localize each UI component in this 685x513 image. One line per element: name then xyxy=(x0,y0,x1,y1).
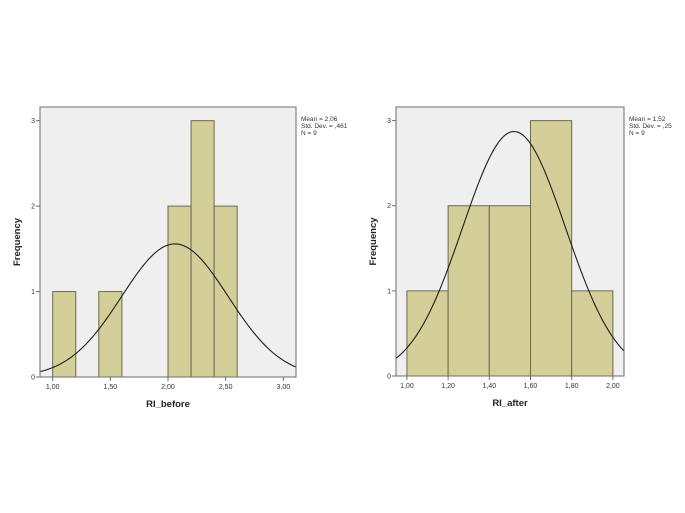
y-axis-ticks: 0 1 2 3 xyxy=(387,118,396,381)
x-tick-label: 1,00 xyxy=(46,384,60,391)
histogram-bar xyxy=(167,205,192,378)
histogram-bars xyxy=(52,120,238,378)
y-tick-label: 3 xyxy=(31,118,35,125)
plot-border xyxy=(395,106,625,377)
histogram-bar xyxy=(190,120,215,378)
stats-std-dev: Std. Dev. = ,25 xyxy=(629,123,672,130)
stats-n: N = 9 xyxy=(629,130,645,137)
x-tick-label: 3,00 xyxy=(277,384,291,391)
x-tick-label: 1,00 xyxy=(400,383,414,390)
y-tick-label: 1 xyxy=(387,288,391,295)
x-tick-label: 1,20 xyxy=(441,383,455,390)
x-tick-label: 2,00 xyxy=(606,383,620,390)
stats-box: Mean = 1,52 Std. Dev. = ,25 N = 9 xyxy=(629,116,672,137)
y-tick-label: 2 xyxy=(31,204,35,211)
y-axis-ticks: 0 1 2 3 xyxy=(31,118,40,382)
histogram-bar xyxy=(447,205,490,377)
y-tick-label: 2 xyxy=(387,203,391,210)
histogram-bar xyxy=(98,291,123,378)
x-tick-label: 1,40 xyxy=(482,383,496,390)
x-axis-title: RI_after xyxy=(492,398,528,409)
histogram-bar xyxy=(52,291,77,378)
stats-std-dev: Std. Dev. = ,461 xyxy=(301,123,348,130)
y-tick-label: 3 xyxy=(387,118,391,125)
y-tick-label: 0 xyxy=(387,374,391,381)
histogram-bar xyxy=(488,205,531,377)
y-axis-title: Frequency xyxy=(368,217,379,266)
y-tick-label: 1 xyxy=(31,289,35,296)
stats-n: N = 9 xyxy=(301,130,317,137)
x-tick-label: 1,80 xyxy=(565,383,579,390)
histogram-bar xyxy=(213,205,238,378)
x-tick-label: 2,50 xyxy=(219,384,233,391)
histogram-bar xyxy=(571,290,614,377)
x-tick-label: 1,60 xyxy=(524,383,538,390)
histogram-bar xyxy=(529,120,573,377)
normal-curve xyxy=(395,130,625,359)
x-tick-label: 1,50 xyxy=(104,384,118,391)
x-tick-label: 2,00 xyxy=(161,384,175,391)
histogram-ri-before: 0 1 2 3 1,00 1,50 2,00 2,50 3,00 RI_before Freq… xyxy=(12,106,348,410)
stats-mean: Mean = 1,52 xyxy=(629,116,666,123)
x-axis-ticks: 1,00 1,20 1,40 1,60 1,80 2,00 xyxy=(400,376,620,390)
y-tick-label: 0 xyxy=(31,375,35,382)
stats-mean: Mean = 2,06 xyxy=(301,116,338,123)
y-axis-title: Frequency xyxy=(12,217,23,266)
histogram-ri-after: 0 1 2 3 1,00 1,20 1,40 1,60 1,80 2,00 RI_after F… xyxy=(368,106,672,409)
x-axis-title: RI_before xyxy=(146,399,190,410)
histogram-bars xyxy=(406,120,614,377)
histogram-bar xyxy=(406,290,449,377)
normal-curve xyxy=(39,243,297,373)
x-axis-ticks: 1,00 1,50 2,00 2,50 3,00 xyxy=(46,377,290,391)
stats-box: Mean = 2,06 Std. Dev. = ,461 N = 9 xyxy=(301,116,348,137)
